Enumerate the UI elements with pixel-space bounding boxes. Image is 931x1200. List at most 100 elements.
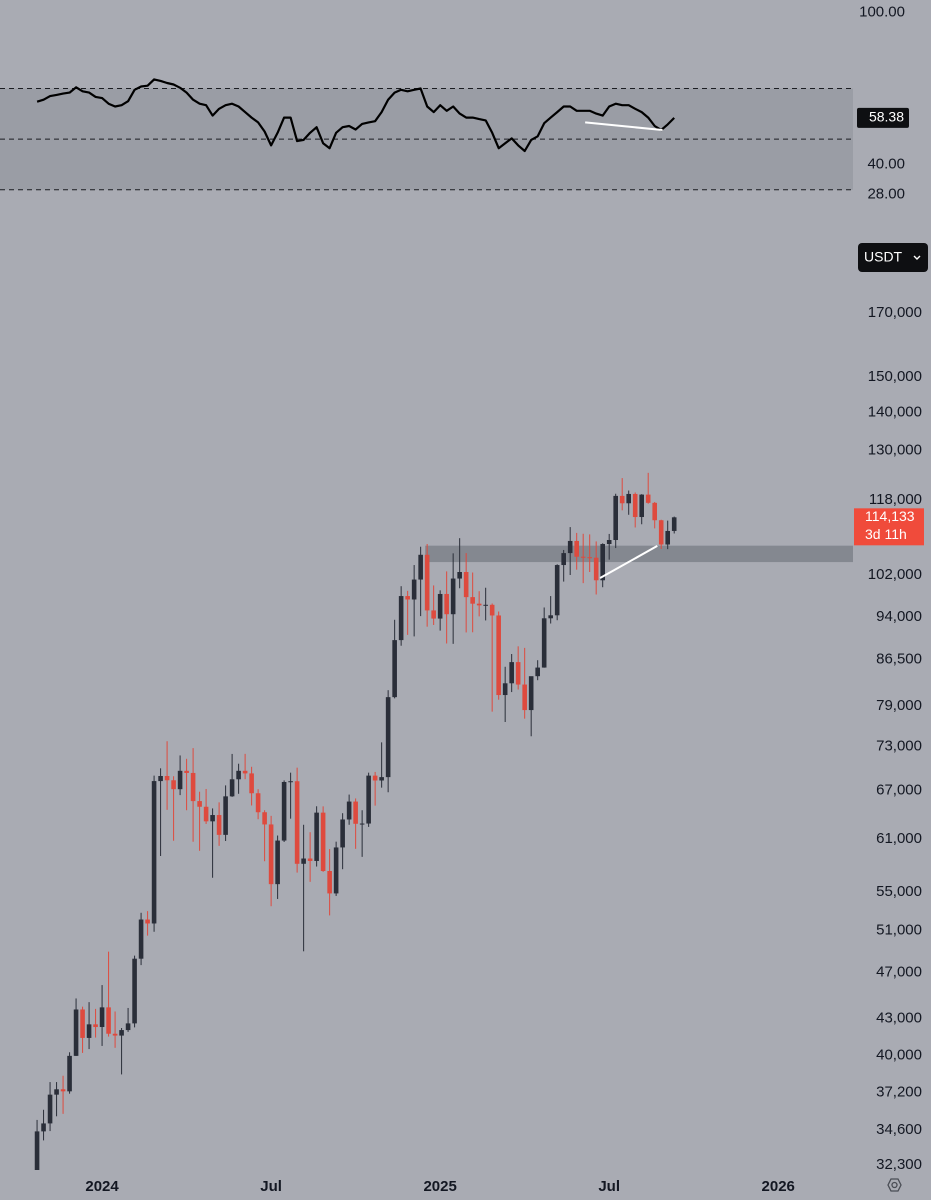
candle-body	[411, 579, 417, 600]
candle-body	[372, 775, 378, 781]
price-panel	[34, 472, 853, 1170]
candle-body	[424, 554, 430, 611]
last-price-box	[854, 508, 924, 546]
support-zone	[425, 545, 853, 563]
candle-body	[418, 554, 423, 580]
candle-body	[210, 815, 215, 822]
candle-body	[99, 1007, 105, 1028]
candle-body	[80, 1009, 85, 1038]
candle-body	[171, 780, 176, 790]
candle-body	[489, 604, 495, 616]
candle-body	[275, 840, 280, 885]
candle-body	[223, 796, 228, 835]
rsi-panel	[0, 78, 853, 191]
rsi-last-value: 58.38	[869, 109, 904, 125]
candle-body	[112, 1033, 118, 1036]
candle-body	[613, 495, 618, 541]
candle-body	[190, 772, 196, 802]
x-tick-label: 2025	[423, 1178, 456, 1195]
candle-body	[255, 793, 261, 813]
candle-body	[457, 571, 462, 579]
x-tick-label: 2026	[762, 1178, 795, 1195]
price-tick-label: 47,000	[876, 964, 922, 981]
rsi-trendline	[585, 121, 663, 132]
price-tick-label: 102,000	[868, 566, 922, 583]
x-tick-label: Jul	[260, 1178, 282, 1195]
price-tick-label: 73,000	[876, 738, 922, 755]
candle-body	[249, 773, 254, 794]
candle-body	[262, 812, 267, 825]
rsi-tick-label: 100.00	[859, 4, 905, 21]
candle-body	[574, 540, 579, 557]
candle-body	[541, 618, 547, 668]
settings-icon[interactable]	[887, 1178, 902, 1192]
candle-body	[483, 604, 488, 606]
candle-body	[392, 640, 397, 698]
candle-body	[522, 684, 527, 711]
price-tick-label: 118,000	[869, 491, 922, 508]
candle-body	[626, 493, 631, 504]
candle-body	[580, 556, 586, 558]
candle-body	[41, 1123, 46, 1132]
currency-selector[interactable]: USDT	[858, 243, 928, 272]
price-tick-label: 40,000	[876, 1046, 922, 1063]
candle-body	[158, 775, 163, 782]
candle-body	[125, 1023, 131, 1031]
price-tick-label: 140,000	[868, 403, 922, 420]
candle-body	[476, 603, 482, 606]
candle-body	[671, 517, 677, 531]
candle-body	[535, 667, 540, 677]
price-tick-label: 130,000	[868, 441, 922, 458]
settings-button[interactable]	[887, 1178, 902, 1192]
candle-body	[119, 1030, 124, 1036]
chevron[interactable]	[913, 255, 921, 260]
candle-body	[67, 1055, 72, 1092]
rsi-last-value-box	[857, 107, 909, 128]
candle-body	[216, 815, 222, 835]
candle-body	[60, 1089, 66, 1092]
last-price: 114,133	[865, 508, 915, 524]
candle-body	[54, 1089, 59, 1095]
axes: 100.00 40.00 28.00 58.38 170,000 150,000 140,0…	[85, 4, 924, 1195]
candle-body	[463, 571, 469, 598]
currency-selector-box[interactable]	[858, 243, 928, 272]
candle-body	[242, 770, 248, 774]
candle-body	[236, 770, 241, 780]
candle-body	[561, 553, 566, 566]
candle-body	[450, 578, 456, 615]
candle-body	[301, 858, 306, 864]
candle-body	[652, 502, 658, 521]
candle-body	[528, 676, 534, 711]
x-tick-label: 2024	[85, 1178, 119, 1195]
candle-body	[665, 530, 671, 545]
candle-body	[93, 1024, 98, 1028]
candle-body	[554, 565, 560, 616]
currency-selector-label[interactable]: USDT	[864, 249, 903, 265]
rsi-line	[36, 78, 675, 153]
candle-body	[587, 557, 592, 559]
candle-body	[164, 775, 170, 781]
candle-body	[444, 593, 449, 615]
price-tick-label: 94,000	[876, 608, 922, 625]
candle-body	[73, 1009, 79, 1056]
candle-body	[658, 520, 664, 545]
candle-body	[437, 593, 443, 619]
candle-body	[34, 1131, 40, 1170]
candle-body	[184, 770, 189, 773]
candle-body	[229, 779, 235, 797]
candle-body	[307, 858, 313, 861]
candle-body	[385, 697, 391, 778]
settings-icon-center[interactable]	[891, 1181, 898, 1189]
candle-body	[138, 919, 144, 959]
price-tick-label: 51,000	[876, 922, 922, 939]
candle-body	[509, 662, 514, 684]
x-tick-label: Jul	[598, 1178, 620, 1195]
price-tick-label: 150,000	[868, 368, 922, 385]
candle-body	[346, 801, 352, 820]
price-tick-label: 55,000	[876, 883, 922, 900]
candle-body	[619, 495, 625, 504]
price-tick-label: 79,000	[876, 697, 922, 714]
